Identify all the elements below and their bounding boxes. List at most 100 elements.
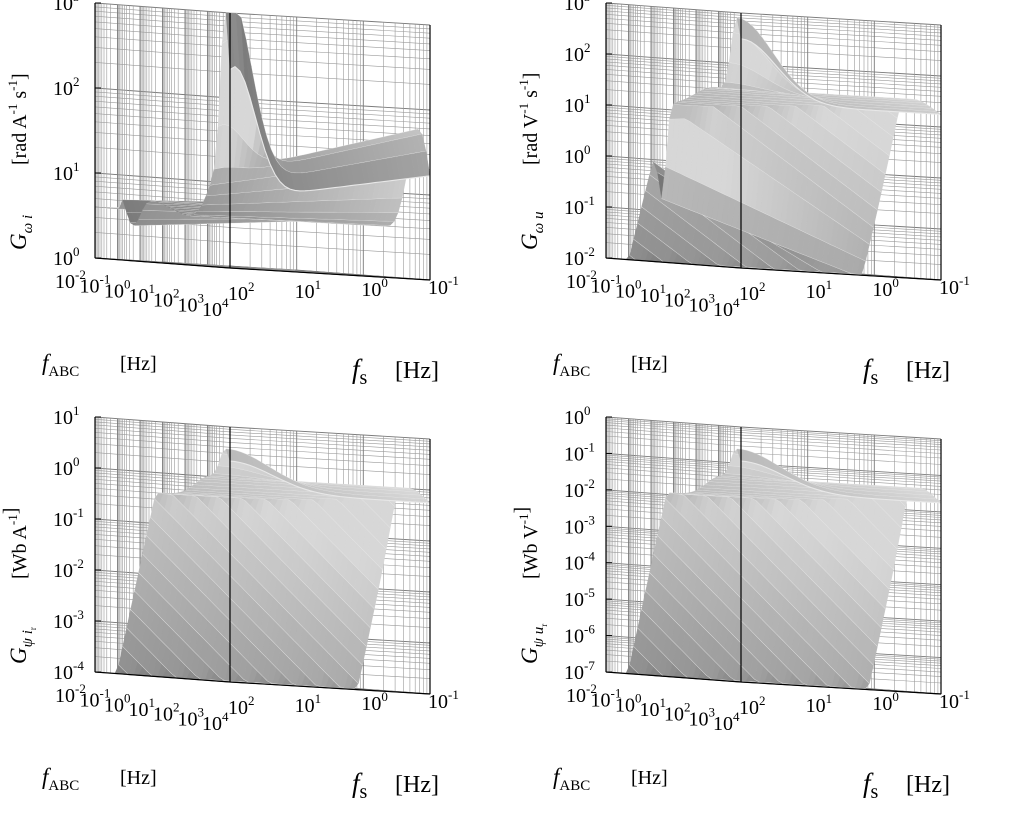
y-tick-label: 100 (361, 689, 388, 715)
x-tick-label: 100 (615, 276, 642, 302)
y-tick-label: 102 (739, 279, 766, 305)
x-tick-label: 103 (178, 290, 205, 316)
x-axis-label: fABC (553, 350, 590, 380)
x-tick-label: 103 (178, 704, 205, 730)
z-axis-unit: [rad A-1 s-1] (5, 73, 31, 165)
x-tick-label: 10-1 (591, 272, 622, 298)
x-tick-label: 102 (664, 286, 691, 312)
z-tick-labels: 10-2 10-1 100 101 102 103 (564, 0, 612, 270)
z-tick-label: 103 (53, 0, 80, 15)
x-axis-label: fABC (42, 764, 79, 794)
axis-edge (740, 267, 942, 281)
x-tick-label: 10-2 (566, 267, 597, 293)
z-tick-label: 10-3 (53, 607, 84, 633)
y-tick-label: 102 (228, 693, 255, 719)
z-tick-label: 10-1 (53, 505, 84, 531)
axis-box (605, 3, 942, 281)
z-tick-label: 100 (53, 454, 80, 480)
x-tick-label: 104 (202, 295, 229, 321)
y-tick-label: 101 (806, 277, 833, 303)
z-axis-unit: [Wb A-1] (0, 508, 31, 579)
z-axis-unit: [rad V-1 s-1] (516, 73, 542, 165)
x-grid-line (98, 3, 299, 271)
y-axis-label: fs (863, 354, 879, 389)
z-tick-labels: 100 101 102 103 (53, 0, 101, 270)
y-tick-label: 10-1 (428, 273, 459, 299)
x-tick-label: 10-2 (55, 681, 86, 707)
panel-g-psi-u: 10-7 10-6 10-5 10-4 10-3 10-2 10-1 100 10-2 10-1 1… (511, 403, 1022, 828)
panel-g-omega-i: 10010110210310-210-110010110210310410210… (0, 0, 511, 414)
axis-edge (229, 267, 431, 281)
x-tick-label: 10-1 (80, 686, 111, 712)
surface-mesh (605, 17, 942, 275)
y-axis-unit: [Hz] (395, 772, 439, 798)
surface-mesh (605, 448, 942, 689)
x-tick-label: 101 (129, 281, 156, 307)
x-grid-line (171, 8, 372, 276)
axis-edge (229, 681, 431, 695)
panel-g-psi-i: 10-4 10-3 10-2 10-1 100 101 10-2 10-1 100 101 102 1… (0, 403, 511, 828)
x-tick-label: 102 (153, 700, 180, 726)
x-axis-unit: [Hz] (120, 353, 157, 375)
axis-labels: fABC [Hz] fs [Hz] Gω i[rad A-1 s-1] (5, 73, 439, 389)
x-tick-label: 102 (153, 286, 180, 312)
y-tick-label: 101 (295, 691, 322, 717)
z-tick-label: 100 (53, 244, 80, 270)
y-tick-label: 102 (228, 279, 255, 305)
z-tick-label: 102 (53, 74, 80, 100)
y-axis-unit: [Hz] (395, 358, 439, 384)
x-grid-line (103, 3, 305, 271)
axis-labels: fABC [Hz] fs [Hz]Gψ ir[Wb A-1] (0, 508, 439, 803)
y-tick-label: 10-1 (428, 687, 459, 713)
z-axis-label: Gψ ir[Wb A-1] (0, 508, 38, 664)
axis-box (94, 417, 431, 695)
x-tick-label: 103 (689, 290, 716, 316)
y-tick-label: 100 (872, 275, 899, 301)
surface-ridge-line (740, 38, 942, 115)
y-axis-label: fs (352, 354, 368, 389)
panel-g-omega-u: 10-210-110010110210310-210-1100101102103… (511, 0, 1022, 414)
z-tick-label: 100 (564, 142, 591, 168)
x-tick-label: 101 (640, 281, 667, 307)
z-axis-label: Gω i[rad A-1 s-1] (5, 73, 36, 250)
z-tick-label: 10-2 (564, 244, 595, 270)
z-tick-label: 103 (564, 0, 591, 15)
x-grid-line (96, 3, 298, 271)
axis-labels: fABC [Hz] fs [Hz]Gω u[rad V-1 s-1] (516, 73, 950, 389)
surface-plot-g-omega-i: 10010110210310-210-110010110210310410210… (5, 0, 459, 389)
surface-plot-g-omega-u: 10-210-110010110210310-210-1100101102103… (516, 0, 970, 389)
z-tick-label: 101 (53, 159, 80, 185)
y-tick-labels: 102 101 100 10-1 (228, 273, 459, 305)
x-grid-line (101, 3, 302, 271)
x-tick-label: 10-1 (80, 272, 111, 298)
surface-ridge-line (229, 460, 431, 504)
x-grid-line (169, 8, 370, 276)
axis-edge (605, 257, 742, 269)
z-tick-label: 102 (564, 40, 591, 66)
x-axis-unit: [Hz] (631, 353, 668, 375)
y-tick-labels: 102 101 100 10-1 (228, 687, 459, 719)
surface-mesh (94, 12, 431, 227)
x-tick-label: 100 (104, 276, 131, 302)
axis-box (94, 3, 431, 281)
surface-plot-g-psi-u: 10-710-610-510-410-310-210-110010-210-11… (511, 403, 970, 803)
x-grid-line (174, 8, 375, 277)
y-tick-labels: 102 101 100 10-1 (739, 273, 970, 305)
surface-plot-g-psi-i: 10-410-310-210-110010110-210-11001011021… (0, 403, 459, 803)
z-tick-label: 101 (53, 403, 80, 429)
axis-edge (94, 671, 231, 683)
x-tick-label: 100 (104, 690, 131, 716)
x-axis-label: fABC (42, 350, 79, 380)
y-tick-label: 100 (361, 275, 388, 301)
z-tick-label: 101 (564, 91, 591, 117)
x-tick-label: 104 (713, 295, 740, 321)
z-tick-label: 10-1 (564, 193, 595, 219)
y-tick-label: 10-1 (939, 273, 970, 299)
axis-edge (94, 257, 231, 269)
y-tick-label: 101 (295, 277, 322, 303)
y-axis-label: fs (352, 768, 368, 803)
